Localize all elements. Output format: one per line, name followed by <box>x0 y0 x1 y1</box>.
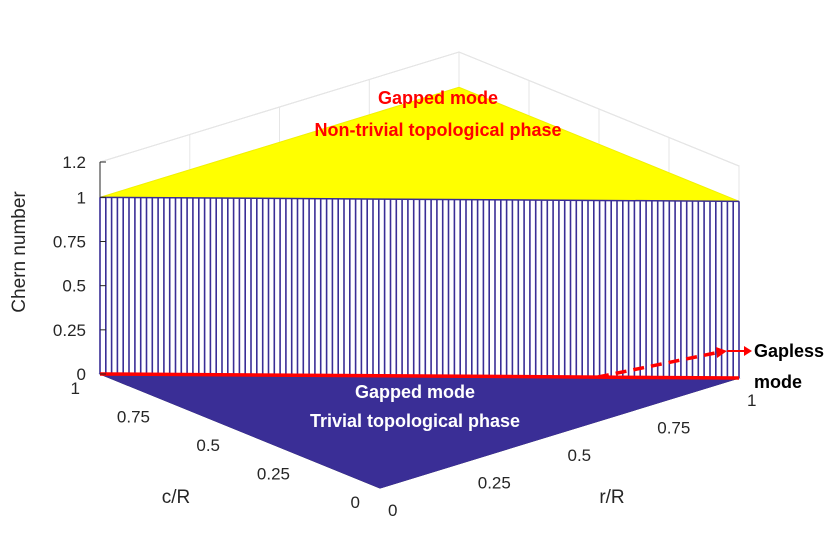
upper-plateau-edge <box>99 196 740 203</box>
tick-labels: 00.250.50.7511.200.250.50.75100.250.50.7… <box>53 153 757 520</box>
y-tick-label: 0.25 <box>257 465 290 484</box>
upper-region-label-mode: Gapped mode <box>378 88 498 108</box>
z-tick-label: 0.25 <box>53 321 86 340</box>
gapless-label-line2: mode <box>754 372 802 392</box>
x-axis-label: r/R <box>599 487 624 508</box>
gapless-annotation: Gapless mode <box>597 341 824 392</box>
x-tick-label: 1 <box>747 391 756 410</box>
gapless-boundary-line <box>99 372 740 380</box>
z-tick-label: 0.5 <box>62 277 86 296</box>
z-tick-label: 0 <box>77 365 86 384</box>
y-tick-label: 0 <box>351 493 360 512</box>
gapless-label-line1: Gapless <box>754 341 824 361</box>
x-tick-label: 0.5 <box>568 446 592 465</box>
surface <box>98 86 741 489</box>
gapless-label-arrowhead <box>744 346 752 356</box>
lower-region-label-mode: Gapped mode <box>355 382 475 402</box>
y-tick-label: 0.5 <box>196 436 220 455</box>
z-tick-label: 1 <box>77 188 86 207</box>
x-tick-label: 0.75 <box>657 419 690 438</box>
y-tick-label: 0.75 <box>117 408 150 427</box>
z-axis-label: Chern number <box>9 191 30 313</box>
x-tick-label: 0.25 <box>478 474 511 493</box>
y-tick-label: 1 <box>71 379 80 398</box>
gapless-dashed-arrow <box>597 350 721 379</box>
upper-region-label-phase: Non-trivial topological phase <box>314 120 561 140</box>
z-tick-label: 0.75 <box>53 233 86 252</box>
x-tick-label: 0 <box>388 501 397 520</box>
y-axis-label: c/R <box>162 487 191 508</box>
z-tick-label: 1.2 <box>62 153 86 172</box>
gapless-arrowhead <box>716 347 727 358</box>
lower-region-label-phase: Trivial topological phase <box>310 411 520 431</box>
boundary-wall <box>99 197 740 378</box>
